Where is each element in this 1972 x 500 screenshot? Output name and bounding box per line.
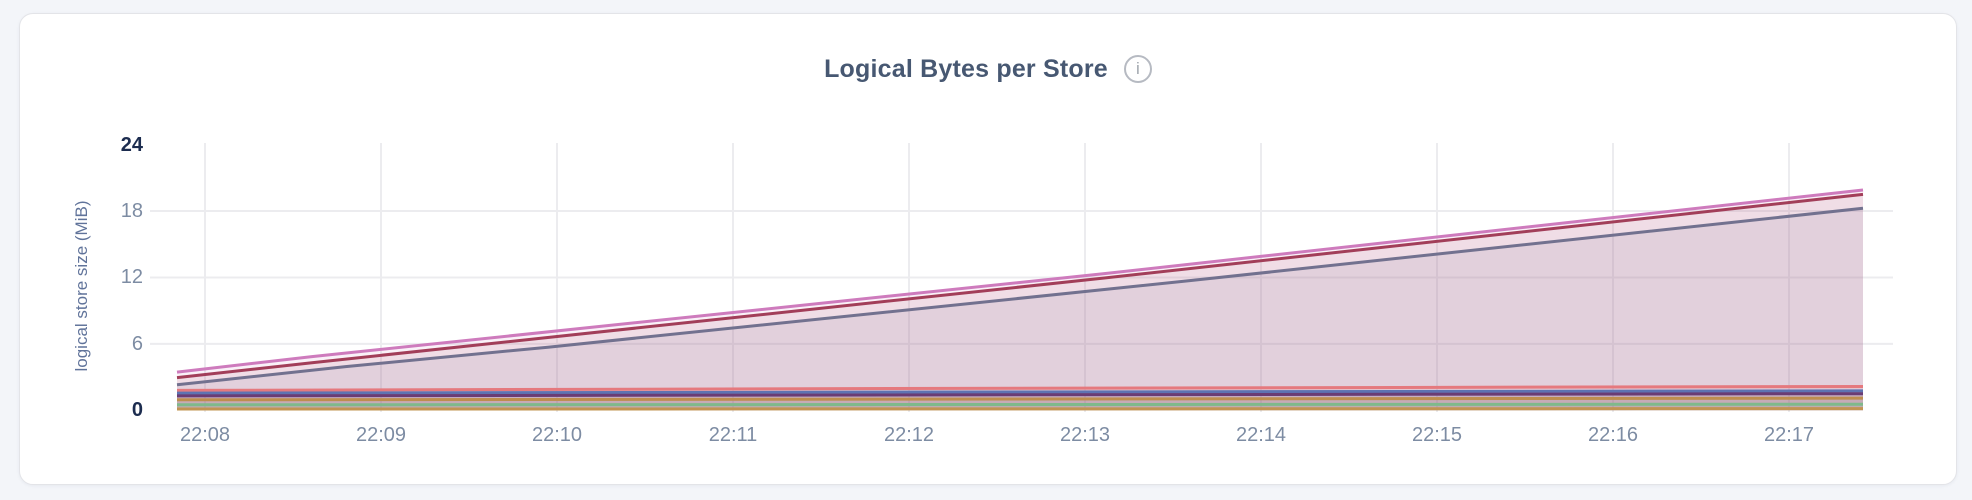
series-line-series-7	[176, 396, 1864, 402]
chart-header: Logical Bytes per Store i	[20, 52, 1956, 86]
series-line-series-3	[176, 206, 1864, 387]
gridlines	[150, 143, 1893, 412]
x-tick-label: 22:11	[708, 424, 758, 446]
chart-title: Logical Bytes per Store	[824, 54, 1108, 83]
series-fill-series-1	[177, 190, 1863, 411]
info-icon[interactable]: i	[1123, 55, 1152, 83]
series-line-series-4	[176, 385, 1864, 392]
info-icon-glyph: i	[1136, 59, 1140, 78]
plot-hover-area[interactable]	[177, 143, 1863, 412]
y-tick-label: 24	[120, 133, 143, 156]
x-tick-label: 22:17	[1763, 424, 1815, 446]
chart-card: Logical Bytes per Store i logical store …	[19, 13, 1957, 485]
series-line-series-1	[176, 188, 1864, 374]
x-tick-label: 22:15	[1411, 424, 1463, 446]
series-line-series-6	[176, 392, 1864, 398]
series-fill-series-2	[177, 194, 1863, 411]
series-line-series-8	[176, 402, 1864, 407]
x-tick-label: 22:12	[883, 424, 935, 446]
series-fill-series-3	[177, 208, 1863, 411]
x-tick-label: 22:16	[1587, 424, 1639, 446]
x-tick-label: 22:09	[355, 424, 407, 446]
x-tick-label: 22:14	[1235, 424, 1287, 446]
x-tick-label: 22:13	[1059, 424, 1111, 446]
y-tick-label: 12	[120, 266, 143, 289]
y-tick-label: 6	[131, 332, 143, 355]
x-tick-label: 22:10	[531, 424, 583, 446]
y-tick-label: 18	[120, 200, 143, 223]
series-line-series-2	[176, 192, 1864, 380]
y-tick-label: 0	[131, 399, 143, 422]
x-tick-label: 22:08	[179, 424, 231, 446]
series-line-series-5	[176, 389, 1864, 395]
